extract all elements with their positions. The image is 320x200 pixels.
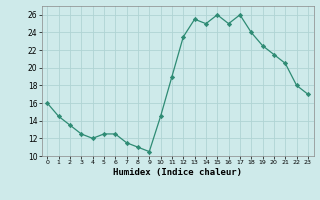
X-axis label: Humidex (Indice chaleur): Humidex (Indice chaleur) (113, 168, 242, 177)
